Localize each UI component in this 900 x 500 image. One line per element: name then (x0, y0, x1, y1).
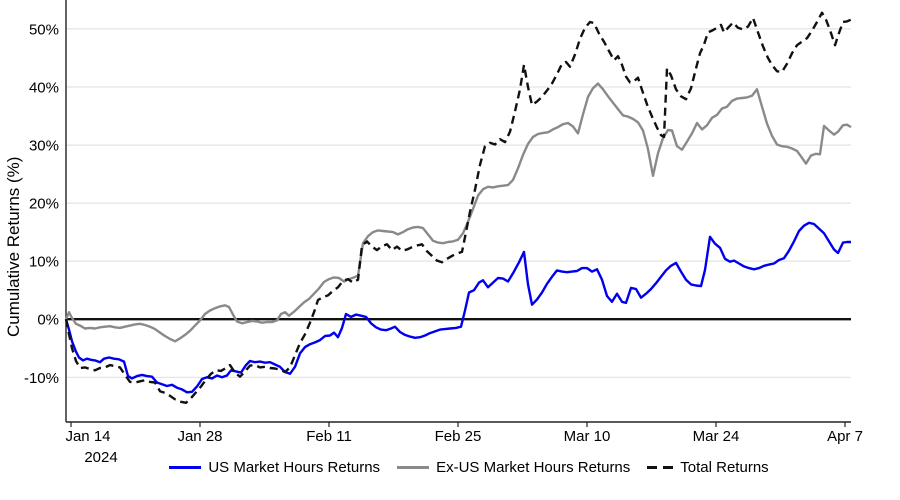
x-tick-label-Mar 10: Mar 10 (564, 428, 611, 445)
x-tick-label-Jan 14: Jan 14 (65, 428, 110, 445)
legend-label-total-returns: Total Returns (680, 459, 769, 476)
y-tick-label-30%: 30% (29, 138, 59, 155)
x-tick-label-Feb 11: Feb 11 (306, 428, 352, 445)
x-tick-label-Jan 28: Jan 28 (177, 428, 222, 445)
y-tick-label-20%: 20% (29, 196, 59, 213)
legend: US Market Hours Returns Ex-US Market Hou… (66, 459, 872, 476)
y-tick-label--10%: -10% (24, 370, 59, 387)
y-tick-label-10%: 10% (29, 254, 59, 271)
legend-item-total-returns: Total Returns (647, 459, 769, 476)
legend-item-us-market-hours: US Market Hours Returns (169, 459, 380, 476)
series-line-total-returns (64, 11, 852, 404)
total-returns-dash-swatch (647, 466, 674, 469)
y-tick-label-50%: 50% (29, 21, 59, 38)
x-axis-year-label: 2024 (84, 449, 117, 466)
series-line-ex-us-market-hours-returns (64, 82, 852, 343)
us-market-hours-line-swatch (169, 466, 202, 469)
ex-us-market-hours-line-swatch (397, 466, 430, 469)
legend-label-us-market-hours: US Market Hours Returns (208, 459, 381, 476)
y-tick-label-40%: 40% (29, 80, 59, 97)
legend-label-ex-us-market-hours: Ex-US Market Hours Returns (436, 459, 631, 476)
x-tick-label-Feb 25: Feb 25 (435, 428, 482, 445)
y-tick-label-0%: 0% (37, 312, 59, 329)
y-axis-title: Cumulative Returns (%) (4, 156, 23, 337)
legend-item-ex-us-market-hours: Ex-US Market Hours Returns (397, 459, 630, 476)
x-tick-label-Mar 24: Mar 24 (693, 428, 740, 445)
x-tick-label-Apr 7: Apr 7 (827, 428, 863, 445)
series-line-us-market-hours-returns (64, 221, 851, 394)
